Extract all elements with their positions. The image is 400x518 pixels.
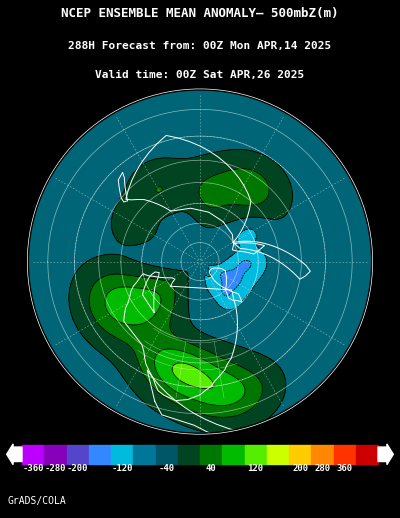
- Point: [197, 257, 203, 266]
- Bar: [111, 445, 133, 464]
- Text: -280: -280: [45, 464, 66, 473]
- FancyArrow shape: [7, 444, 22, 465]
- FancyArrow shape: [378, 444, 393, 465]
- Bar: [66, 445, 89, 464]
- Point: [197, 257, 203, 266]
- Point: [197, 257, 203, 266]
- Bar: [22, 445, 44, 464]
- Bar: [244, 445, 267, 464]
- Text: NCEP ENSEMBLE MEAN ANOMALY– 500mbZ(m): NCEP ENSEMBLE MEAN ANOMALY– 500mbZ(m): [61, 7, 339, 20]
- Bar: [289, 445, 311, 464]
- Text: 288H Forecast from: 00Z Mon APR,14 2025: 288H Forecast from: 00Z Mon APR,14 2025: [68, 41, 332, 51]
- Circle shape: [27, 89, 373, 434]
- Bar: [89, 445, 111, 464]
- Bar: [311, 445, 334, 464]
- Point: [197, 257, 203, 266]
- Bar: [356, 445, 378, 464]
- Text: 120: 120: [248, 464, 264, 473]
- Text: -360: -360: [22, 464, 44, 473]
- Text: 280: 280: [314, 464, 330, 473]
- Text: -120: -120: [111, 464, 133, 473]
- Text: -40: -40: [158, 464, 175, 473]
- Point: [197, 257, 203, 266]
- Bar: [200, 445, 222, 464]
- Point: [197, 257, 203, 266]
- Text: 40: 40: [206, 464, 216, 473]
- Bar: [156, 445, 178, 464]
- Text: 360: 360: [336, 464, 353, 473]
- Text: GrADS/COLA: GrADS/COLA: [8, 496, 67, 507]
- Point: [197, 257, 203, 266]
- Bar: [334, 445, 356, 464]
- Text: -200: -200: [67, 464, 88, 473]
- Point: [197, 257, 203, 266]
- Point: [197, 257, 203, 266]
- Bar: [222, 445, 244, 464]
- Text: 200: 200: [292, 464, 308, 473]
- Bar: [44, 445, 66, 464]
- Bar: [178, 445, 200, 464]
- Bar: [267, 445, 289, 464]
- Point: [197, 257, 203, 266]
- Bar: [133, 445, 156, 464]
- Text: Valid time: 00Z Sat APR,26 2025: Valid time: 00Z Sat APR,26 2025: [95, 70, 305, 80]
